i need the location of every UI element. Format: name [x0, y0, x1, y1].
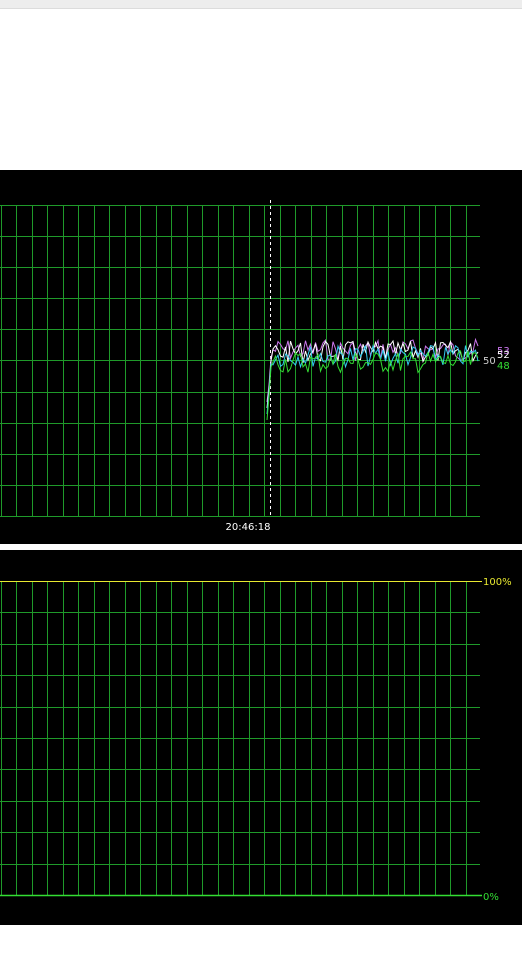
- temperature-graph: 20:46:18 53 52 50 48: [0, 170, 522, 544]
- temperature-graph-canvas: 20:46:18 53 52 50 48: [0, 200, 510, 533]
- blank-area: [0, 9, 522, 170]
- series-end-value: 53: [497, 346, 510, 357]
- temperature-series-line: [266, 350, 479, 421]
- temperature-series-lines: [266, 337, 479, 421]
- graph-divider: [0, 544, 522, 550]
- series-end-value: 50: [483, 356, 496, 367]
- temperature-series-line: [266, 339, 479, 409]
- series-end-value: 52: [497, 350, 510, 361]
- max-label: 100%: [483, 577, 512, 588]
- window-top-strip: [0, 0, 522, 9]
- temperature-series-line: [266, 343, 479, 415]
- load-graph-canvas: 100% 0%: [0, 577, 512, 903]
- load-graph: 100% 0%: [0, 550, 522, 925]
- blank-area-bottom: [0, 925, 522, 973]
- time-label: 20:46:18: [226, 522, 271, 533]
- load-grid: [0, 581, 480, 896]
- temperature-grid: [0, 205, 480, 517]
- series-end-value: 48: [497, 361, 510, 372]
- min-label: 0%: [483, 892, 499, 903]
